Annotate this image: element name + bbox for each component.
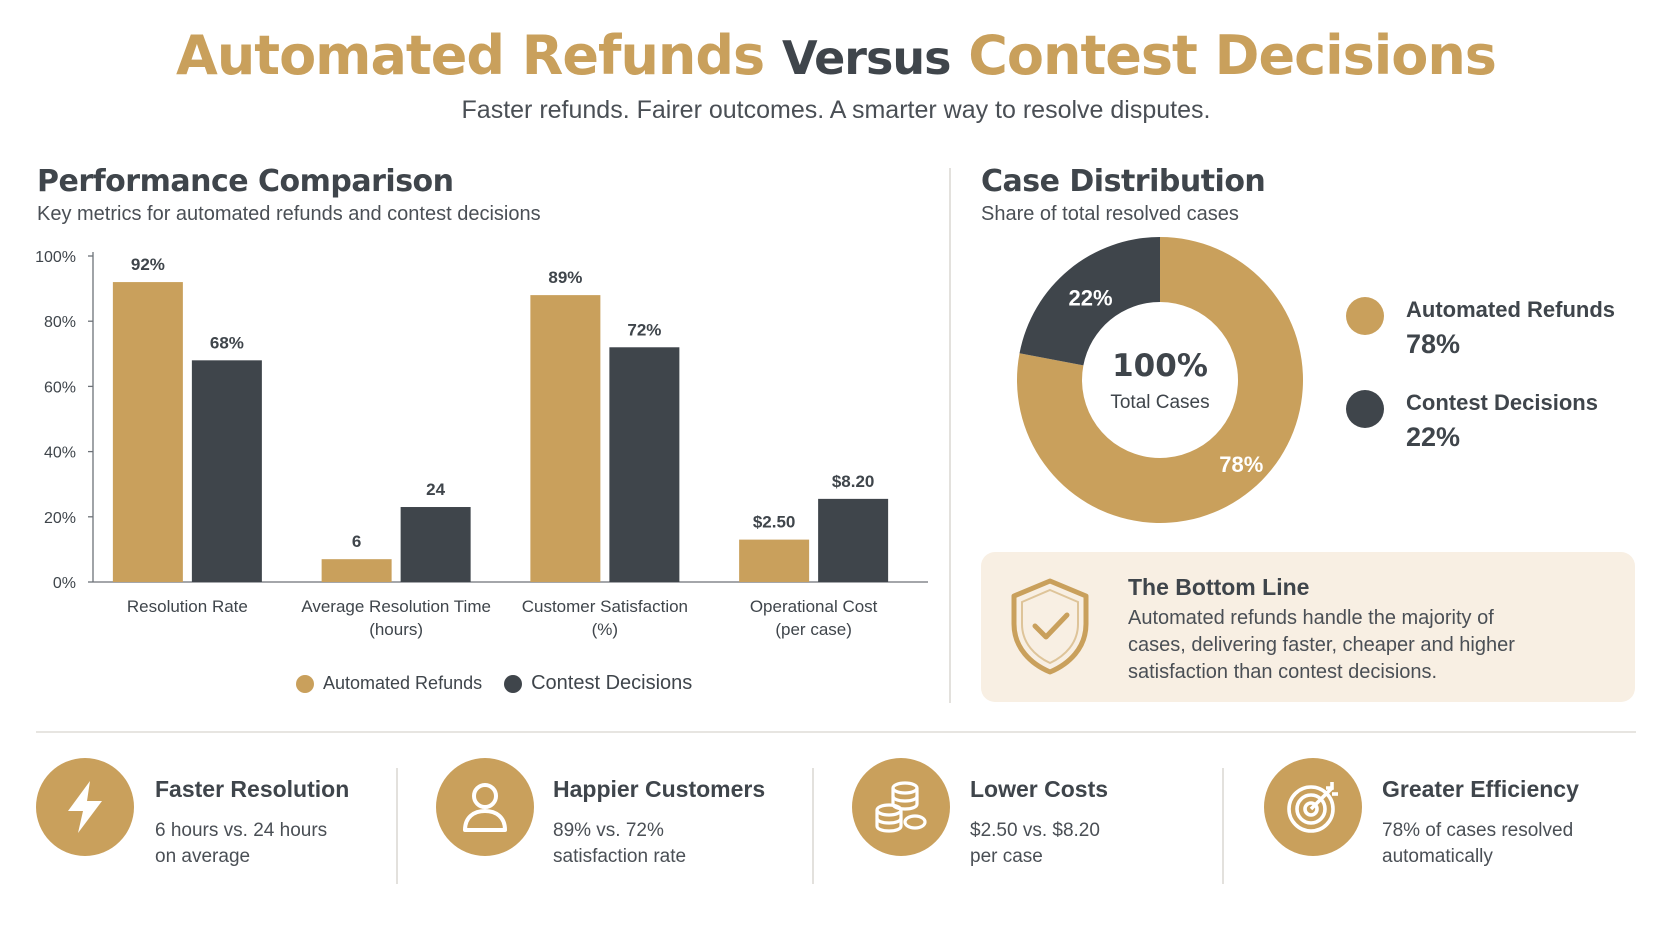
bar-value-label: 72% (627, 320, 661, 339)
feature-description: $2.50 vs. $8.20 per case (970, 818, 1190, 870)
bar-automated-2 (530, 295, 601, 582)
distribution-subtitle: Share of total resolved cases (981, 203, 1239, 225)
bar-contest-1 (400, 507, 471, 582)
performance-title: Performance Comparison (37, 164, 454, 199)
donut-center-label: Total Cases (1110, 392, 1209, 413)
title-automated-refunds: Automated Refunds (176, 24, 765, 87)
bar-value-label: 89% (548, 268, 582, 287)
donut-slice-label: 22% (1069, 285, 1113, 310)
bar-chart: 0% 20% 40% 60% 80% 100% 92% 68% Resolution Rate 6… (35, 249, 928, 639)
feature-desc-line1: 89% vs. 72% (553, 820, 664, 841)
feature-divider (396, 768, 398, 884)
bar-automated-3 (739, 539, 810, 582)
shield-check-icon (1011, 578, 1089, 675)
section-divider-horizontal (36, 731, 1636, 733)
page-subtitle: Faster refunds. Fairer outcomes. A smart… (461, 96, 1211, 124)
donut-slice-label: 78% (1219, 452, 1263, 477)
legend-label-automated: Automated Refunds (323, 673, 483, 693)
feature-desc-line2: per case (970, 846, 1043, 867)
feature-desc-line1: 78% of cases resolved (1382, 820, 1574, 841)
feature-desc-line2: on average (155, 846, 251, 867)
feature-description: 6 hours vs. 24 hours on average (155, 818, 375, 870)
y-tick-label: 80% (44, 314, 76, 331)
feature-description: 89% vs. 72% satisfaction rate (553, 818, 773, 870)
bar-value-label: 68% (210, 333, 244, 352)
bar-value-label: $2.50 (753, 513, 796, 532)
x-category-label: Average Resolution Time (301, 597, 491, 616)
distribution-title: Case Distribution (981, 164, 1266, 199)
legend-item-contest: Contest Decisions (504, 672, 692, 695)
x-category-label: Customer Satisfaction (522, 597, 688, 616)
page-title: Automated Refunds Versus Contest Decisio… (0, 24, 1672, 87)
feature-icon-circle (436, 758, 534, 856)
feature-desc-line1: 6 hours vs. 24 hours (155, 820, 328, 841)
y-tick-label: 40% (44, 445, 76, 462)
x-category-label: (per case) (775, 620, 852, 639)
legend-label-contest: Contest Decisions (531, 672, 693, 694)
bar-contest-3 (818, 498, 889, 582)
bar-value-label: $8.20 (832, 472, 875, 491)
target-icon (1287, 782, 1338, 833)
bottom-line-title: The Bottom Line (1128, 574, 1310, 600)
feature-icon-circle (36, 758, 134, 856)
feature-desc-line2: satisfaction rate (553, 846, 687, 867)
x-category-label: (%) (592, 620, 618, 639)
lightning-icon (68, 781, 102, 833)
feature-description: 78% of cases resolved automatically (1382, 818, 1602, 870)
feature-title: Greater Efficiency (1382, 776, 1579, 802)
title-versus: Versus (781, 31, 951, 85)
donut-chart: 78% 22% 100% Total Cases (1017, 237, 1303, 523)
y-tick-label: 20% (44, 510, 76, 527)
feature-divider (812, 768, 814, 884)
x-category-label: Operational Cost (750, 597, 878, 616)
feature-title: Faster Resolution (155, 776, 350, 802)
bar-chart-legend: Automated Refunds Contest Decisions (296, 672, 704, 695)
bar-automated-1 (321, 559, 392, 582)
y-tick-label: 60% (44, 379, 76, 396)
bar-value-label: 92% (131, 255, 165, 274)
feature-desc-line2: automatically (1382, 846, 1493, 867)
pie-legend-dot-contest (1346, 390, 1384, 428)
donut-slice-contest (1019, 237, 1160, 366)
user-icon (463, 783, 507, 832)
pie-legend-value-automated: 78% (1406, 329, 1461, 359)
x-category-label: Resolution Rate (127, 597, 248, 616)
bar-value-label: 24 (426, 480, 445, 499)
feature-icon-circle (1264, 758, 1362, 856)
donut-center-value: 100% (1112, 348, 1208, 384)
y-tick-label: 100% (35, 249, 76, 266)
donut-slice-automated (1017, 237, 1303, 523)
feature-title: Happier Customers (553, 776, 766, 802)
legend-dot-contest (504, 674, 523, 693)
title-contest-decisions: Contest Decisions (968, 24, 1497, 87)
section-divider-vertical (949, 168, 951, 703)
feature-divider (1222, 768, 1224, 884)
feature-desc-line1: $2.50 vs. $8.20 (970, 820, 1100, 841)
pie-legend-name-contest: Contest Decisions (1406, 390, 1598, 415)
pie-legend-name-automated: Automated Refunds (1406, 297, 1615, 322)
bar-value-label: 6 (352, 532, 361, 551)
x-category-label: (hours) (369, 620, 423, 639)
bar-contest-2 (609, 347, 680, 582)
feature-title: Lower Costs (970, 776, 1109, 802)
performance-subtitle: Key metrics for automated refunds and co… (37, 203, 541, 225)
coins-icon (875, 781, 927, 833)
bar-automated-0 (112, 282, 183, 582)
y-tick-label: 0% (53, 575, 76, 592)
bar-contest-0 (191, 360, 262, 582)
legend-dot-automated (296, 674, 314, 693)
legend-item-automated: Automated Refunds (296, 673, 482, 694)
feature-icon-circle (852, 758, 950, 856)
bottom-line-text: Automated refunds handle the majority of… (1128, 607, 1515, 683)
bottom-line-panel: The Bottom Line Automated refunds handle… (981, 552, 1635, 702)
pie-legend-dot-automated (1346, 297, 1384, 335)
pie-legend-value-contest: 22% (1406, 422, 1461, 452)
